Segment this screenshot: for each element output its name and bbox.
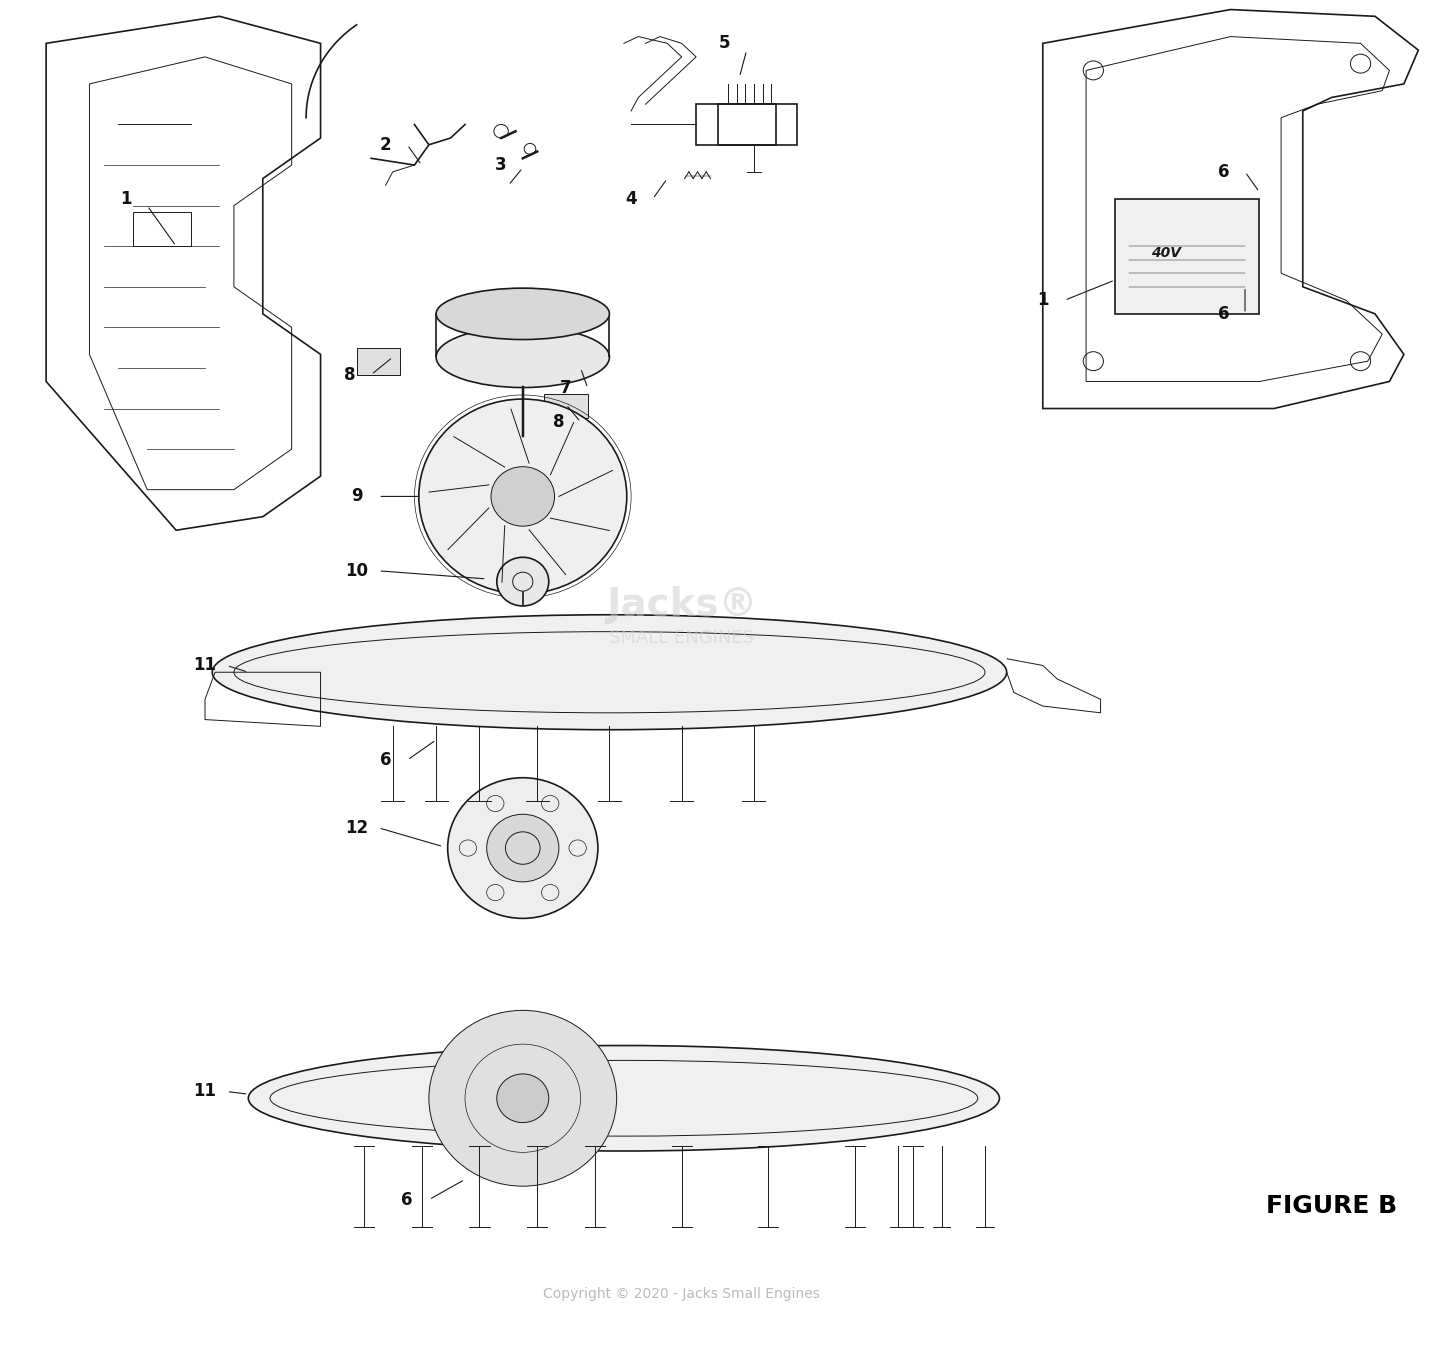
Circle shape [419, 399, 626, 593]
Ellipse shape [436, 327, 609, 387]
FancyBboxPatch shape [357, 348, 400, 375]
Ellipse shape [212, 615, 1006, 729]
Text: 6: 6 [1218, 304, 1230, 323]
FancyBboxPatch shape [544, 394, 587, 418]
Text: 40V: 40V [1151, 246, 1182, 259]
Text: 6: 6 [380, 751, 392, 769]
Circle shape [448, 778, 597, 918]
Text: 5: 5 [719, 34, 731, 53]
Text: Copyright © 2020 - Jacks Small Engines: Copyright © 2020 - Jacks Small Engines [544, 1287, 821, 1301]
Text: 2: 2 [380, 136, 392, 153]
Circle shape [497, 557, 548, 606]
Text: 8: 8 [344, 365, 355, 384]
Text: 11: 11 [193, 1082, 216, 1100]
Text: 7: 7 [560, 379, 571, 398]
Text: 4: 4 [625, 190, 637, 208]
Text: 9: 9 [351, 488, 362, 505]
Text: 8: 8 [552, 413, 564, 430]
Ellipse shape [436, 288, 609, 340]
Circle shape [487, 815, 558, 881]
Circle shape [492, 467, 554, 526]
Circle shape [497, 1074, 548, 1123]
Text: 11: 11 [193, 656, 216, 675]
Text: 3: 3 [496, 156, 507, 174]
Ellipse shape [248, 1046, 999, 1152]
Text: 12: 12 [345, 819, 368, 837]
Circle shape [429, 1010, 616, 1186]
Text: 10: 10 [345, 562, 368, 580]
Text: 6: 6 [1218, 163, 1230, 181]
FancyBboxPatch shape [1115, 198, 1260, 314]
Text: FIGURE B: FIGURE B [1266, 1195, 1398, 1218]
Text: SMALL ENGINES: SMALL ENGINES [609, 629, 754, 648]
Text: 1: 1 [1037, 292, 1048, 310]
Text: 1: 1 [120, 190, 132, 208]
Text: Jacks®: Jacks® [606, 585, 757, 623]
Text: 6: 6 [402, 1191, 413, 1209]
